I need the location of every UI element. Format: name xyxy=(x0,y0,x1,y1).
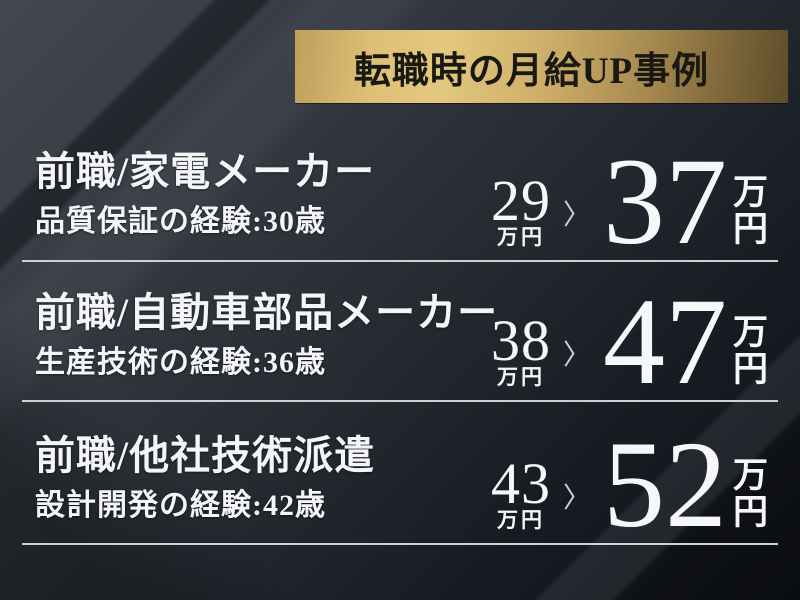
salary-after: 52 万 円 xyxy=(602,416,768,553)
case-text-2: 前職/自動車部品メーカー 生産技術の経験:36歳 xyxy=(35,289,498,379)
salary-before-amount: 29 xyxy=(490,168,551,233)
experience-age: 生産技術の経験:36歳 xyxy=(35,346,326,379)
salary-after-unit: 万 円 xyxy=(733,314,768,388)
page-title: 転職時の月給UP事例 xyxy=(353,50,710,92)
salary-change: 38 万円 〉 47 万 円 xyxy=(490,273,768,410)
salary-after-unit-man: 万 xyxy=(732,456,768,495)
case-row-1: 前職/家電メーカー 品質保証の経験:30歳 29 万円 〉 37 万 円 xyxy=(22,133,778,270)
salary-before: 43 万円 xyxy=(490,451,551,532)
salary-after: 47 万 円 xyxy=(602,273,768,410)
salary-after-unit: 万 円 xyxy=(733,457,768,531)
salary-before: 29 万円 xyxy=(490,168,551,249)
salary-before-amount: 43 xyxy=(490,451,551,516)
previous-job-title: 前職/他社技術派遣 xyxy=(35,433,376,478)
case-text-3: 前職/他社技術派遣 設計開発の経験:42歳 xyxy=(35,432,375,522)
title-banner: 転職時の月給UP事例 xyxy=(295,30,788,103)
salary-before-unit: 万円 xyxy=(496,365,545,389)
salary-change: 43 万円 〉 52 万 円 xyxy=(490,416,768,553)
salary-after-amount: 47 xyxy=(602,273,727,410)
previous-job-title: 前職/家電メーカー xyxy=(35,149,376,194)
salary-after-unit-man: 万 xyxy=(732,173,768,212)
salary-after-unit: 万 円 xyxy=(733,174,768,248)
arrow-icon: 〉 xyxy=(562,200,591,231)
case-text-1: 前職/家電メーカー 品質保証の経験:30歳 xyxy=(35,148,375,238)
salary-after: 37 万 円 xyxy=(602,133,768,270)
experience-age: 設計開発の経験:42歳 xyxy=(35,489,326,522)
salary-before-amount: 38 xyxy=(490,308,551,373)
salary-before: 38 万円 xyxy=(490,308,551,389)
salary-after-unit-en: 円 xyxy=(732,350,768,389)
salary-after-amount: 52 xyxy=(602,416,727,553)
salary-after-amount: 37 xyxy=(602,133,727,270)
salary-after-unit-man: 万 xyxy=(732,313,768,352)
salary-before-unit: 万円 xyxy=(496,225,545,249)
salary-before-unit: 万円 xyxy=(496,508,545,532)
arrow-icon: 〉 xyxy=(562,483,591,514)
case-row-2: 前職/自動車部品メーカー 生産技術の経験:36歳 38 万円 〉 47 万 円 xyxy=(22,273,778,410)
arrow-icon: 〉 xyxy=(562,340,591,371)
salary-after-unit-en: 円 xyxy=(732,210,768,249)
experience-age: 品質保証の経験:30歳 xyxy=(35,205,326,238)
previous-job-title: 前職/自動車部品メーカー xyxy=(35,290,499,335)
salary-change: 29 万円 〉 37 万 円 xyxy=(490,133,768,270)
salary-after-unit-en: 円 xyxy=(732,493,768,532)
case-row-3: 前職/他社技術派遣 設計開発の経験:42歳 43 万円 〉 52 万 円 xyxy=(22,416,778,553)
